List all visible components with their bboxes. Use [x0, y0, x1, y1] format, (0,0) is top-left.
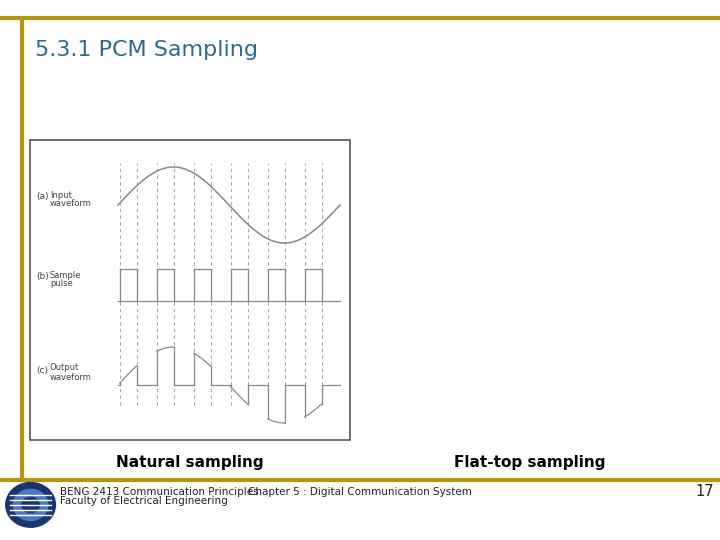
Text: BENG 2413 Communication Principles: BENG 2413 Communication Principles — [60, 487, 258, 497]
Text: 5.3.1 PCM Sampling: 5.3.1 PCM Sampling — [35, 40, 258, 60]
Circle shape — [6, 483, 55, 527]
Text: (b): (b) — [36, 273, 49, 281]
Text: Natural sampling: Natural sampling — [116, 455, 264, 470]
Text: waveform: waveform — [50, 373, 92, 381]
Text: Chapter 5 : Digital Communication System: Chapter 5 : Digital Communication System — [248, 487, 472, 497]
Text: (a): (a) — [36, 192, 48, 201]
Circle shape — [22, 497, 40, 512]
Text: (c): (c) — [36, 366, 48, 375]
Text: Sample: Sample — [50, 271, 81, 280]
Bar — [30, 140, 350, 440]
Text: Output: Output — [50, 363, 79, 373]
Text: Flat-top sampling: Flat-top sampling — [454, 455, 606, 470]
Circle shape — [14, 489, 48, 521]
Text: Input: Input — [50, 191, 72, 199]
Text: waveform: waveform — [50, 199, 92, 208]
Text: 17: 17 — [696, 484, 714, 500]
Text: Faculty of Electrical Engineering: Faculty of Electrical Engineering — [60, 496, 228, 506]
Text: pulse: pulse — [50, 280, 73, 288]
